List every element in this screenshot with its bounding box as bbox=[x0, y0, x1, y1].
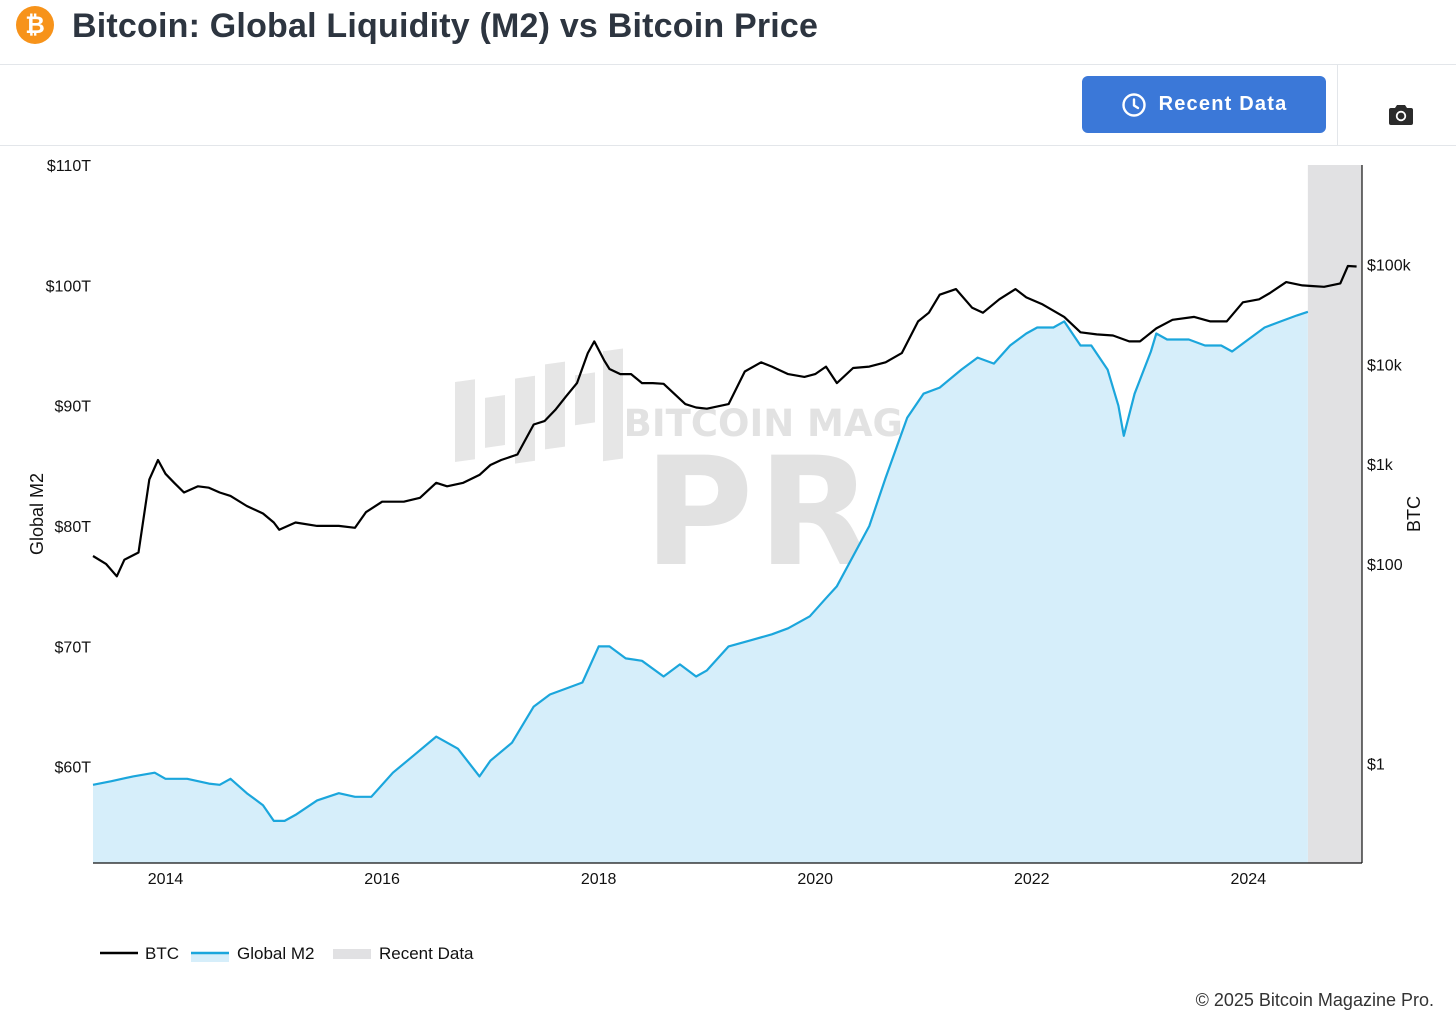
right-tick-label: $10k bbox=[1367, 357, 1403, 374]
recent-data-band bbox=[1307, 165, 1362, 863]
left-tick-label: $110T bbox=[47, 158, 91, 175]
page-title: Bitcoin: Global Liquidity (M2) vs Bitcoi… bbox=[72, 7, 819, 45]
right-axis-title: BTC bbox=[1404, 496, 1424, 532]
btc-price-line bbox=[92, 264, 1357, 578]
bitcoin-logo-icon: ₿ bbox=[16, 6, 54, 44]
x-tick-label: 2020 bbox=[797, 871, 833, 888]
legend-swatch-recent bbox=[333, 949, 371, 959]
left-tick-label: $90T bbox=[55, 399, 92, 416]
right-tick-label: $100k bbox=[1367, 258, 1412, 275]
copyright: © 2025 Bitcoin Magazine Pro. bbox=[1195, 990, 1434, 1010]
x-tick-label: 2018 bbox=[581, 871, 617, 888]
watermark-bar-1 bbox=[455, 379, 475, 463]
x-tick-label: 2024 bbox=[1231, 871, 1267, 888]
left-tick-label: $80T bbox=[55, 519, 92, 536]
x-tick-label: 2016 bbox=[364, 871, 400, 888]
legend-label-recent: Recent Data bbox=[379, 944, 474, 963]
watermark-bar-4 bbox=[545, 361, 565, 450]
x-tick-label: 2014 bbox=[148, 871, 184, 888]
watermark-bar-5 bbox=[575, 372, 595, 426]
toolbar-divider bbox=[1337, 65, 1338, 145]
left-axis-title: Global M2 bbox=[27, 473, 47, 555]
clock-icon bbox=[1121, 92, 1146, 117]
right-tick-label: $1 bbox=[1367, 756, 1385, 773]
global-m2-area bbox=[93, 311, 1308, 863]
recent-data-button-label: Recent Data bbox=[1158, 93, 1288, 115]
plot-area bbox=[92, 165, 1362, 863]
header: ₿ Bitcoin: Global Liquidity (M2) vs Bitc… bbox=[0, 0, 1456, 65]
legend-label-m2: Global M2 bbox=[237, 944, 314, 963]
left-tick-label: $60T bbox=[55, 760, 92, 777]
watermark-bar-3 bbox=[515, 375, 535, 464]
legend: BTC Global M2 Recent Data bbox=[100, 944, 474, 963]
recent-data-button[interactable]: Recent Data bbox=[1082, 76, 1326, 133]
legend-swatch-m2-fill bbox=[191, 952, 229, 962]
left-tick-label: $70T bbox=[55, 639, 92, 656]
toolbar: Recent Data bbox=[0, 65, 1456, 146]
watermark-bar-2 bbox=[485, 395, 505, 448]
left-tick-label: $100T bbox=[46, 278, 92, 295]
right-tick-label: $100 bbox=[1367, 557, 1403, 574]
x-tick-label: 2022 bbox=[1014, 871, 1050, 888]
watermark-bar-6 bbox=[603, 348, 623, 462]
global-m2-line bbox=[92, 310, 1309, 822]
right-tick-label: $1k bbox=[1367, 457, 1394, 474]
legend-label-btc: BTC bbox=[145, 944, 179, 963]
axes: $60T $70T $80T $90T $100T $110T Global M2 $1 $10… bbox=[27, 158, 1424, 888]
camera-icon[interactable] bbox=[1387, 103, 1415, 127]
